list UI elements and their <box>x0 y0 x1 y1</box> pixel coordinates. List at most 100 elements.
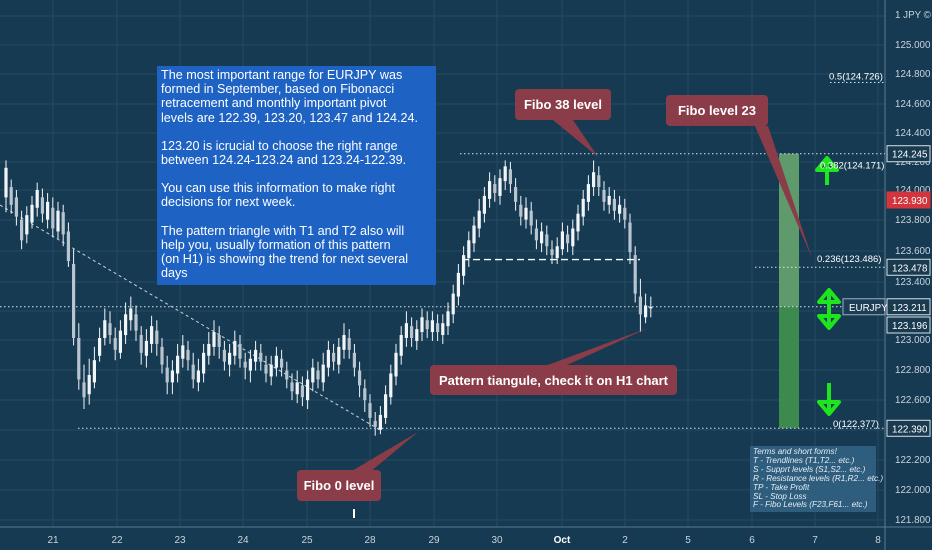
candle-body <box>290 382 294 392</box>
candle-body <box>306 379 310 401</box>
candle-body <box>607 195 611 205</box>
candle-body <box>394 352 398 377</box>
callout-pointer-fibo-38 <box>553 120 598 157</box>
time-axis-tick: 6 <box>749 535 755 546</box>
time-axis-tick: 21 <box>47 535 59 546</box>
candle-body <box>493 184 497 193</box>
candle-body <box>30 204 34 223</box>
candle-body <box>155 330 159 344</box>
candle-body <box>649 306 653 309</box>
candle-body <box>222 349 226 362</box>
candle-body <box>592 172 596 188</box>
candle-body <box>300 385 304 398</box>
fib-level-label: 0.236(123.486) <box>817 254 881 265</box>
candle-body <box>4 167 8 198</box>
candle-body <box>597 175 601 188</box>
candle-body <box>456 272 460 297</box>
callout-fibo-23: Fibo level 23 <box>666 95 768 126</box>
candle-body <box>150 326 154 344</box>
candle-body <box>612 198 616 211</box>
price-axis-tick: 123.400 <box>895 277 931 288</box>
candle-body <box>519 204 523 217</box>
candle-body <box>316 370 320 380</box>
candle-body <box>467 240 471 259</box>
callout-pattern-triangle: Pattern tiangule, check it on H1 chart <box>430 365 677 395</box>
candle-body <box>243 361 247 368</box>
candle-body <box>378 414 382 430</box>
price-badge <box>886 191 931 209</box>
candle-body <box>129 308 133 321</box>
candle-body <box>581 198 585 217</box>
candle-body <box>404 323 408 338</box>
candle-body <box>540 231 544 244</box>
legend-item: TP - Take Profit <box>753 482 810 492</box>
candle-body <box>602 190 606 202</box>
candle-body <box>337 346 341 365</box>
candle-body <box>108 323 112 336</box>
price-axis-tick: 121.800 <box>895 515 931 526</box>
candle-body <box>644 305 648 318</box>
candle-body <box>555 246 559 259</box>
candle-body <box>98 338 102 356</box>
candle-body <box>586 184 590 202</box>
candle-body <box>560 231 564 250</box>
candle-body <box>212 332 216 347</box>
candle-body <box>321 364 325 383</box>
price-axis-tick: 124.600 <box>895 99 931 110</box>
candle-body <box>638 296 642 315</box>
arrow-both-head-up <box>817 288 841 304</box>
candle-body <box>633 255 637 294</box>
candle-body <box>285 370 289 380</box>
analysis-paragraph-2: 123.20 is icrucial to choose the right r… <box>161 138 407 168</box>
candle-body <box>550 249 554 256</box>
candle-body <box>176 355 180 374</box>
candle-body <box>363 388 367 401</box>
time-axis-tick: 7 <box>812 535 818 546</box>
candle-body <box>451 293 455 315</box>
price-badge <box>886 145 931 163</box>
candle-body <box>82 382 86 398</box>
candle-body <box>311 367 315 383</box>
candle-body <box>545 234 549 247</box>
time-axis-tick: 30 <box>491 535 503 546</box>
candle-body <box>326 349 330 368</box>
time-axis-tick: Oct <box>554 535 571 546</box>
candle-body <box>430 320 434 333</box>
candle-body <box>352 352 356 368</box>
legend-item: T - Trendlines (T1,T2... etc.) <box>753 455 855 465</box>
arrow-both-head-down <box>817 314 841 330</box>
candle-body <box>20 219 24 241</box>
instrument-label-badge <box>842 298 886 316</box>
price-badge-value: 123.478 <box>892 263 928 274</box>
candle-body <box>462 255 466 276</box>
candle-body <box>389 373 393 398</box>
candle-body <box>264 364 268 374</box>
candle-body <box>488 181 492 199</box>
legend-item: S - Supprt levels (S1,S2... etc.) <box>753 464 866 474</box>
callout-fibo-38: Fibo 38 level <box>515 89 611 120</box>
price-axis-tick: 122.200 <box>895 455 931 466</box>
candle-body <box>196 370 200 383</box>
price-axis-tick: 124.400 <box>895 128 931 139</box>
candle-body <box>134 314 138 331</box>
price-axis-tick: 123.000 <box>895 335 931 346</box>
price-axis-title: 1 JPY © <box>895 10 932 21</box>
candle-body <box>368 403 372 418</box>
candle-body <box>358 370 362 386</box>
candle-body <box>191 364 195 380</box>
fib-level-label: 0.5(124.726) <box>829 72 883 83</box>
candle-body <box>14 197 18 217</box>
candle-body <box>274 355 278 368</box>
fib-level-label: 0.382(124.171) <box>820 161 884 172</box>
time-axis-tick: 29 <box>428 535 440 546</box>
price-axis-tick: 122.600 <box>895 395 931 406</box>
instrument-label: EURJPY <box>849 303 888 314</box>
candle-body <box>514 187 518 202</box>
candle-body <box>181 345 185 359</box>
candle-body <box>35 190 39 208</box>
candle-body <box>618 204 622 214</box>
candle-body <box>66 231 70 262</box>
candle-body <box>415 329 419 341</box>
candle-body <box>332 352 336 362</box>
candle-body <box>420 317 424 333</box>
